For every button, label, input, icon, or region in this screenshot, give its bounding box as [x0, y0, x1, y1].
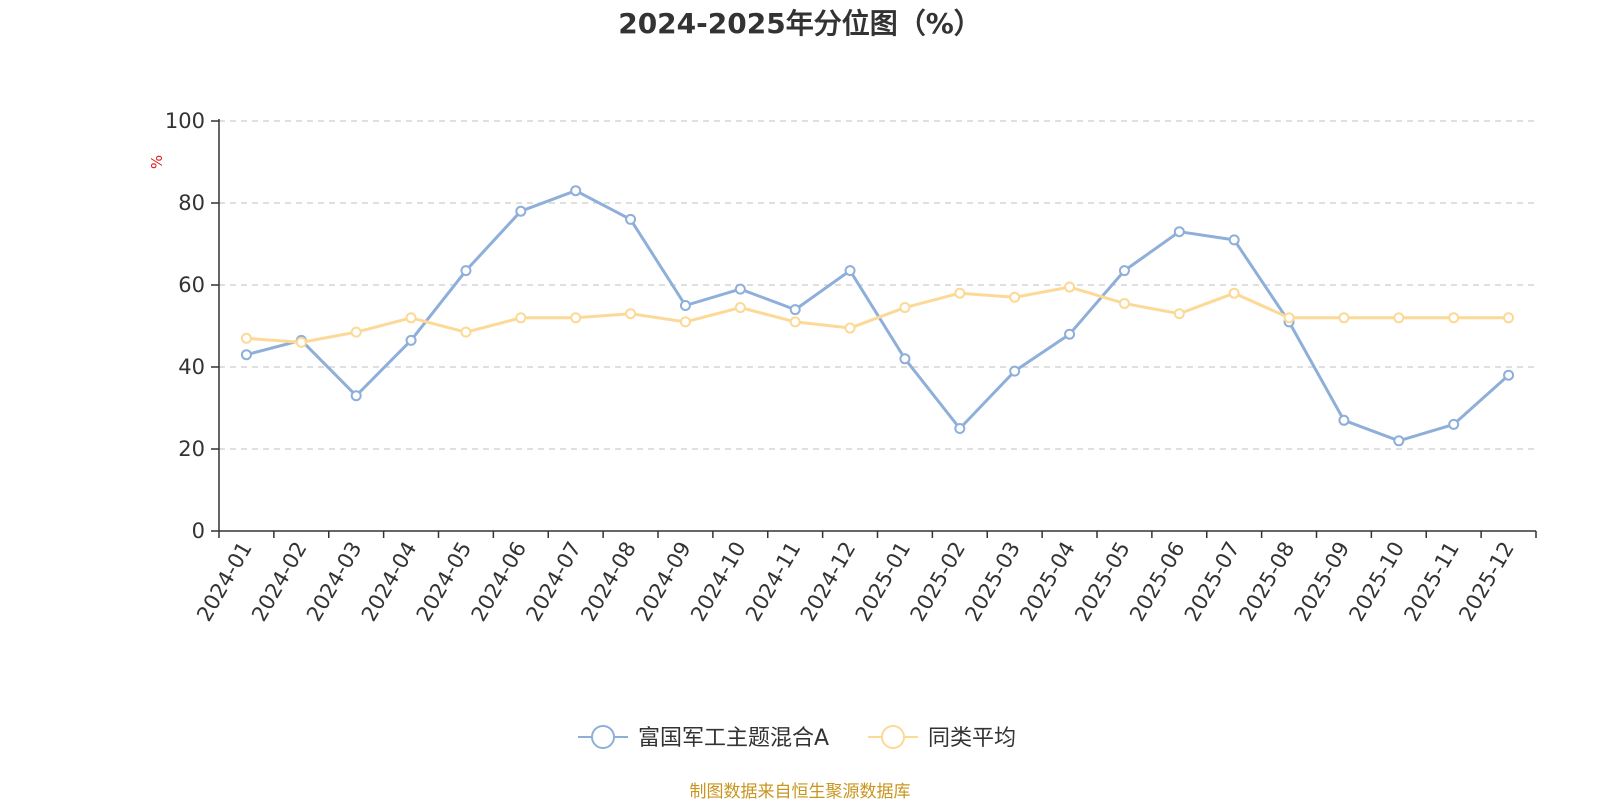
data-point[interactable]: [789, 304, 801, 316]
series-1: [240, 281, 1515, 348]
legend-item[interactable]: 同类平均: [868, 725, 1016, 751]
data-point[interactable]: [1173, 226, 1185, 238]
y-tick-label: 20: [178, 437, 205, 461]
data-point[interactable]: [1338, 312, 1350, 324]
y-tick-label: 100: [165, 109, 205, 133]
source-note: 制图数据来自恒生聚源数据库: [690, 782, 911, 800]
data-point[interactable]: [1228, 287, 1240, 299]
data-point[interactable]: [899, 353, 911, 365]
data-point[interactable]: [954, 287, 966, 299]
series-lines: [240, 185, 1515, 447]
data-point[interactable]: [625, 308, 637, 320]
data-point[interactable]: [515, 205, 527, 217]
y-tick-label: 60: [178, 273, 205, 297]
data-point[interactable]: [240, 349, 252, 361]
data-point[interactable]: [1118, 265, 1130, 277]
data-point[interactable]: [899, 302, 911, 314]
data-point[interactable]: [679, 316, 691, 328]
data-point[interactable]: [570, 185, 582, 197]
y-tick-label: 80: [178, 191, 205, 215]
data-point[interactable]: [405, 334, 417, 346]
data-point[interactable]: [1064, 281, 1076, 293]
data-point[interactable]: [954, 423, 966, 434]
data-point[interactable]: [789, 316, 801, 328]
data-point[interactable]: [1448, 418, 1460, 430]
legend-label: 同类平均: [928, 726, 1016, 751]
data-point[interactable]: [350, 326, 362, 338]
data-point[interactable]: [460, 326, 472, 338]
chart-title: 2024-2025年分位图（%）: [618, 7, 982, 40]
data-point[interactable]: [1009, 365, 1021, 377]
series-line: [246, 189, 1510, 443]
legend-item[interactable]: 富国军工主题混合A: [578, 725, 829, 751]
y-axis-unit-label: %: [148, 155, 166, 169]
series-line: [246, 285, 1509, 344]
data-point[interactable]: [734, 283, 746, 295]
data-point[interactable]: [1118, 297, 1130, 309]
data-point[interactable]: [295, 336, 307, 348]
data-point[interactable]: [1228, 234, 1240, 246]
x-tick-label: 2025-12: [1454, 538, 1519, 626]
data-point[interactable]: [240, 332, 252, 344]
legend-label: 富国军工主题混合A: [638, 726, 829, 751]
y-tick-label: 40: [178, 355, 205, 379]
data-point[interactable]: [1173, 308, 1185, 320]
data-point[interactable]: [515, 312, 527, 324]
legend[interactable]: 富国军工主题混合A 同类平均: [578, 725, 1016, 751]
data-point[interactable]: [1283, 312, 1295, 324]
data-point[interactable]: [1393, 435, 1405, 447]
data-point[interactable]: [1338, 414, 1350, 426]
data-point[interactable]: [844, 265, 856, 277]
grid-lines: [219, 120, 1536, 450]
data-point[interactable]: [1503, 312, 1515, 324]
data-point[interactable]: [1064, 328, 1076, 340]
legend-marker: [881, 725, 905, 749]
legend-marker: [591, 725, 615, 749]
data-point[interactable]: [350, 390, 362, 402]
data-point[interactable]: [844, 322, 856, 334]
data-point[interactable]: [1503, 369, 1515, 381]
data-point[interactable]: [679, 300, 691, 311]
data-point[interactable]: [570, 312, 582, 324]
y-tick-label: 0: [192, 519, 205, 543]
data-point[interactable]: [1448, 312, 1460, 324]
data-point[interactable]: [460, 265, 472, 277]
data-point[interactable]: [405, 312, 417, 324]
data-point[interactable]: [734, 302, 746, 314]
data-point[interactable]: [1009, 291, 1021, 303]
series-0: [240, 185, 1515, 447]
data-point[interactable]: [625, 213, 637, 225]
data-point[interactable]: [1393, 312, 1405, 324]
